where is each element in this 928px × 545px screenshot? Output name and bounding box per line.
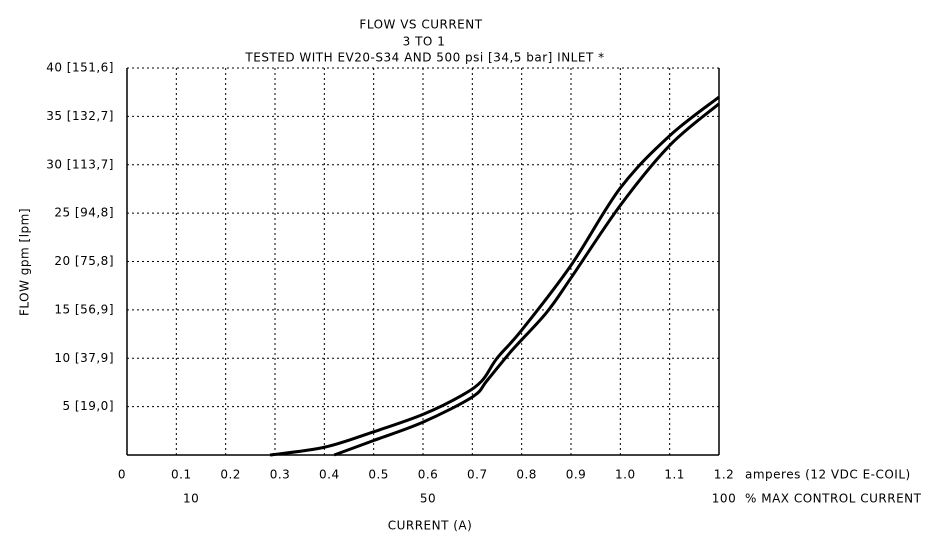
x2-tick-label: 10 — [183, 492, 199, 506]
line-series — [333, 102, 720, 457]
x-tick-label: 0.7 — [467, 468, 488, 482]
y-tick-label: 10 [37,9] — [54, 351, 114, 365]
y-tick-label: 20 [75,8] — [54, 254, 114, 268]
x-axis-unit: amperes (12 VDC E-COIL) — [745, 468, 911, 482]
x-tick-label: 1.0 — [615, 468, 636, 482]
x-tick-label: 0.8 — [516, 468, 537, 482]
x-tick-label: 0.4 — [319, 468, 340, 482]
y-tick-label: 15 [56,9] — [54, 302, 114, 316]
x-tick-label: 1.2 — [714, 468, 735, 482]
x2-tick-label: 50 — [420, 492, 436, 506]
x-axis-title: CURRENT (A) — [388, 519, 473, 533]
x-tick-label: 1.1 — [664, 468, 685, 482]
chart-note: TESTED WITH EV20-S34 AND 500 psi [34,5 b… — [244, 51, 604, 65]
chart-subtitle: 3 TO 1 — [403, 35, 446, 49]
x2-tick-label: 100 — [712, 492, 736, 506]
y-tick-label: 40 [151,6] — [46, 61, 114, 75]
x-tick-label: 0.3 — [270, 468, 291, 482]
chart-title: FLOW VS CURRENT — [359, 18, 482, 32]
y-axis-title: FLOW gpm [lpm] — [18, 208, 32, 316]
x-tick-label: 0.6 — [418, 468, 439, 482]
y-tick-label: 35 [132,7] — [46, 109, 114, 123]
x-tick-label: 0.1 — [171, 468, 192, 482]
y-tick-label: 5 [19,0] — [62, 399, 114, 413]
y-tick-label: 30 [113,7] — [46, 157, 114, 171]
x-tick-label: 0 — [118, 468, 126, 482]
line-series — [269, 95, 720, 457]
x-tick-label: 0.5 — [368, 468, 389, 482]
x-tick-label: 0.2 — [220, 468, 241, 482]
y-tick-label: 25 [94,8] — [54, 206, 114, 220]
x-tick-label: 0.9 — [566, 468, 587, 482]
x2-axis-title: % MAX CONTROL CURRENT — [745, 492, 922, 506]
